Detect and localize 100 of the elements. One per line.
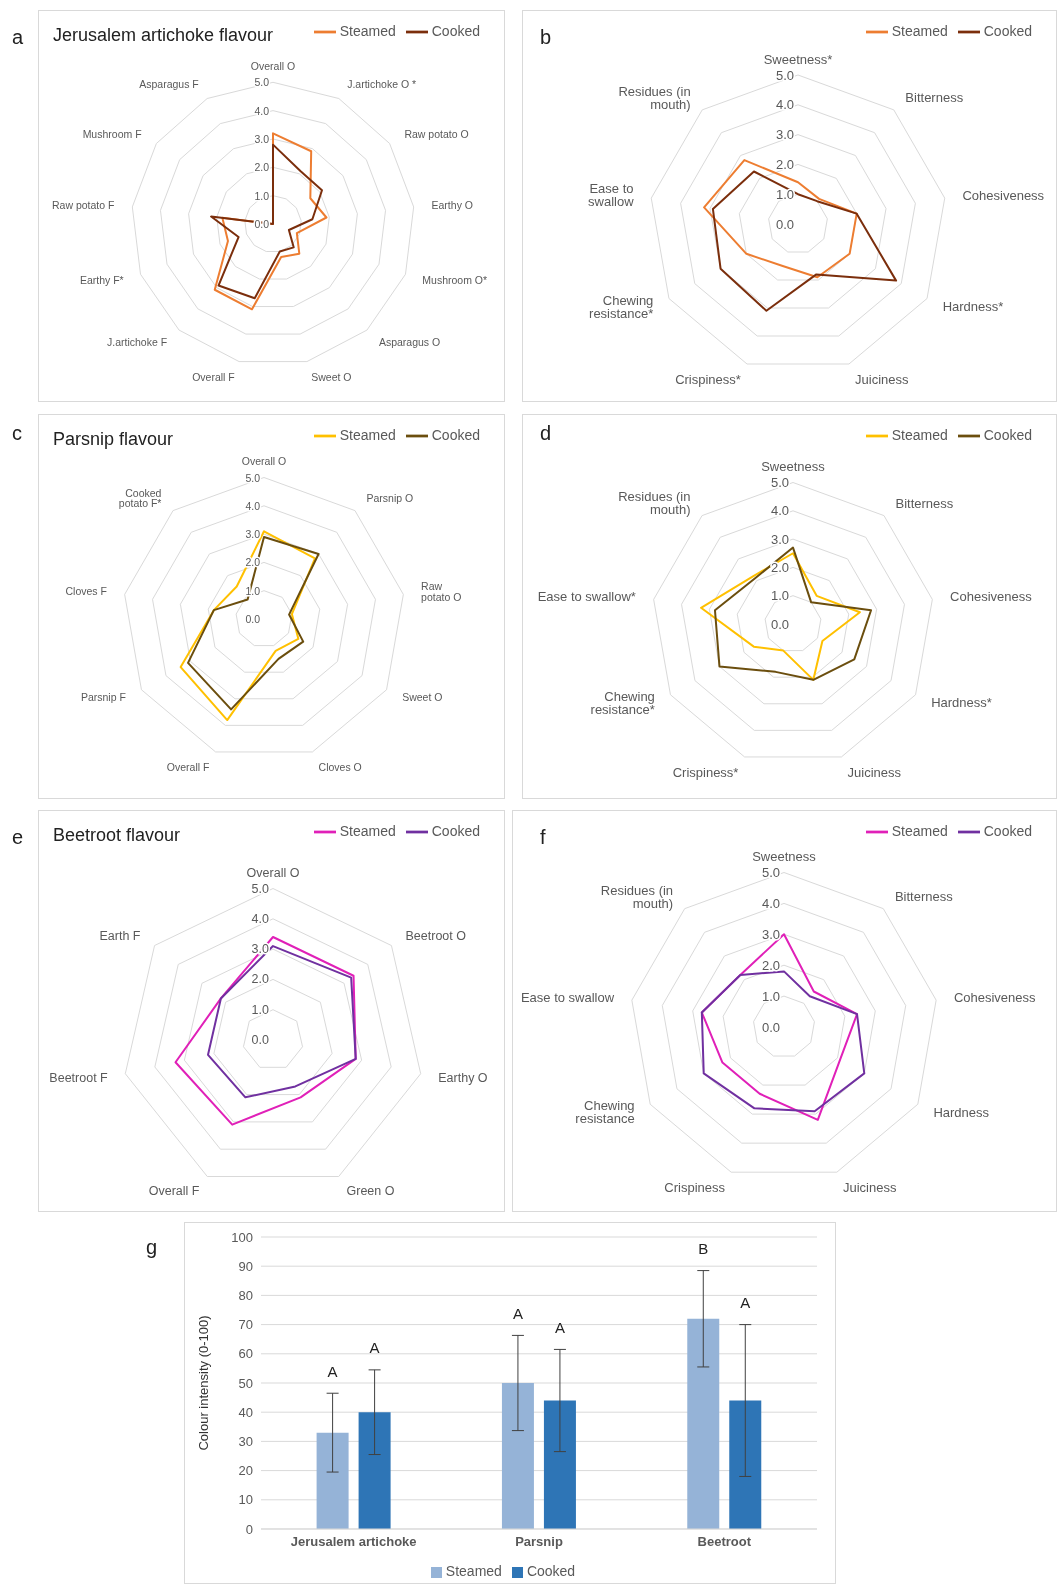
y-tick-label: 1.0 [251,1002,270,1017]
spoke-label: Cohesiveness [953,990,1037,1006]
legend-label: Cooked [431,822,480,839]
spoke-label: Raw potato O [421,580,462,603]
spoke-label: Asparagus O [378,335,441,348]
y-tick-label: 4.0 [775,97,794,113]
spoke-label: Parsnip O [366,492,414,505]
y-tick-label: 5.0 [761,865,780,880]
spoke-label: Juiciness [847,764,902,780]
y-tick-label: 2.0 [254,161,270,174]
annotation: A [512,1304,523,1322]
spoke-label: Chewing resistance [575,1098,635,1127]
spoke-label: Sweet O [402,691,443,704]
spoke-label: Crispiness* [675,371,741,387]
y-tick-label: 80 [238,1287,253,1303]
spoke-label: Ease to swallow [520,990,615,1006]
y-tick-label: 5.0 [775,67,794,83]
legend-label: Cooked [983,426,1032,443]
spoke-label: Residues (in mouth) [618,83,691,112]
chart-title: Parsnip flavour [53,429,174,450]
y-tick-label: 3.0 [254,132,270,145]
legend-label: Cooked [983,822,1032,839]
text: e [12,826,24,849]
y-tick-label: 0.0 [761,1019,780,1035]
chart-title: Beetroot flavour [53,825,181,846]
legend-label: Steamed [891,22,948,39]
y-tick-label: 1.0 [775,186,794,202]
spoke-label: Beetroot F [49,1070,109,1085]
spoke-label: Parsnip F [80,691,126,704]
spoke-label: Cloves F [65,585,107,598]
spoke-label: Sweetness [752,849,817,865]
spoke-label: Bitterness [905,90,964,106]
y-tick-label: 1.0 [254,189,270,202]
y-tick-label: 1.0 [770,588,789,604]
text: c [12,422,22,445]
spoke-label: Residues (in mouth) [618,489,691,518]
y-tick-label: 4.0 [245,499,261,512]
legend-label: Steamed [339,426,396,443]
legend-label: Cooked [526,1563,576,1579]
annotation: A [740,1294,751,1312]
spoke-label: Sweet O [311,370,352,383]
legend-label: Steamed [339,22,396,39]
y-tick-label: 60 [238,1346,253,1362]
spoke-label: Residues (in mouth) [600,882,674,911]
spoke-label: J.artichoke O * [347,78,417,91]
spoke-label: J.artichoke F [106,335,168,348]
annotation: A [327,1362,338,1380]
spoke-label: Overall O [241,455,287,468]
y-tick-label: 2.0 [761,957,780,973]
y-tick-label: 10 [238,1492,253,1508]
legend-label: Cooked [431,426,480,443]
spoke-label: Mushroom O* [422,273,488,286]
text: b [540,26,552,49]
y-tick-label: 5.0 [770,475,789,490]
y-tick-label: 40 [238,1404,253,1420]
spoke-label: Chewing resistance* [590,688,655,717]
y-tick-label: 2.0 [251,972,270,987]
spoke-label: Earth F [99,929,141,943]
y-tick-label: 2.0 [775,156,794,172]
spoke-label: Cohesiveness [950,589,1033,605]
spoke-label: Chewing resistance* [589,292,654,321]
y-tick-label: 5.0 [245,471,261,484]
y-tick-label: 3.0 [245,528,261,541]
spoke-label: Raw potato O [404,128,469,141]
spoke-label: Crispiness* [672,764,739,780]
y-tick-label: 100 [231,1229,253,1245]
y-tick-label: 5.0 [254,76,270,89]
spoke-label: Overall O [250,60,296,73]
text: d [540,422,552,445]
spoke-label: Raw potato F [52,198,115,211]
spoke-label: Asparagus F [139,78,199,91]
y-tick-label: 70 [238,1317,253,1333]
spoke-label: Sweetness* [763,51,833,67]
spoke-label: Juiciness [843,1179,897,1195]
spoke-label: Cooked potato F* [118,486,162,510]
annotation: A [369,1339,380,1357]
y-tick-label: 4.0 [254,104,270,117]
bar [358,1412,391,1529]
bar [687,1318,720,1529]
y-tick-label: 50 [238,1375,253,1391]
legend-label: Steamed [891,822,948,839]
spoke-label: Hardness [933,1104,990,1120]
text: a [12,26,24,49]
text: g [146,1236,158,1259]
y-tick-label: 30 [238,1433,253,1449]
chart-title: Jerusalem artichoke flavour [53,25,274,46]
y-tick-label: 3.0 [761,926,780,942]
bar [543,1400,576,1529]
text: f [540,826,546,849]
annotation: A [554,1318,565,1336]
x-tick-label: Jerusalem artichoke [290,1534,417,1550]
y-tick-label: 1.0 [761,988,780,1004]
spoke-label: Overall O [246,865,300,880]
y-tick-label: 5.0 [251,881,270,896]
spoke-label: Bitterness [894,889,954,904]
y-tick-label: 4.0 [761,895,780,911]
y-axis-title: Colour intensity (0-100) [195,1315,211,1451]
spoke-label: Bitterness [895,495,954,511]
legend-label: Cooked [431,22,480,39]
spoke-label: Hardness* [942,299,1004,315]
